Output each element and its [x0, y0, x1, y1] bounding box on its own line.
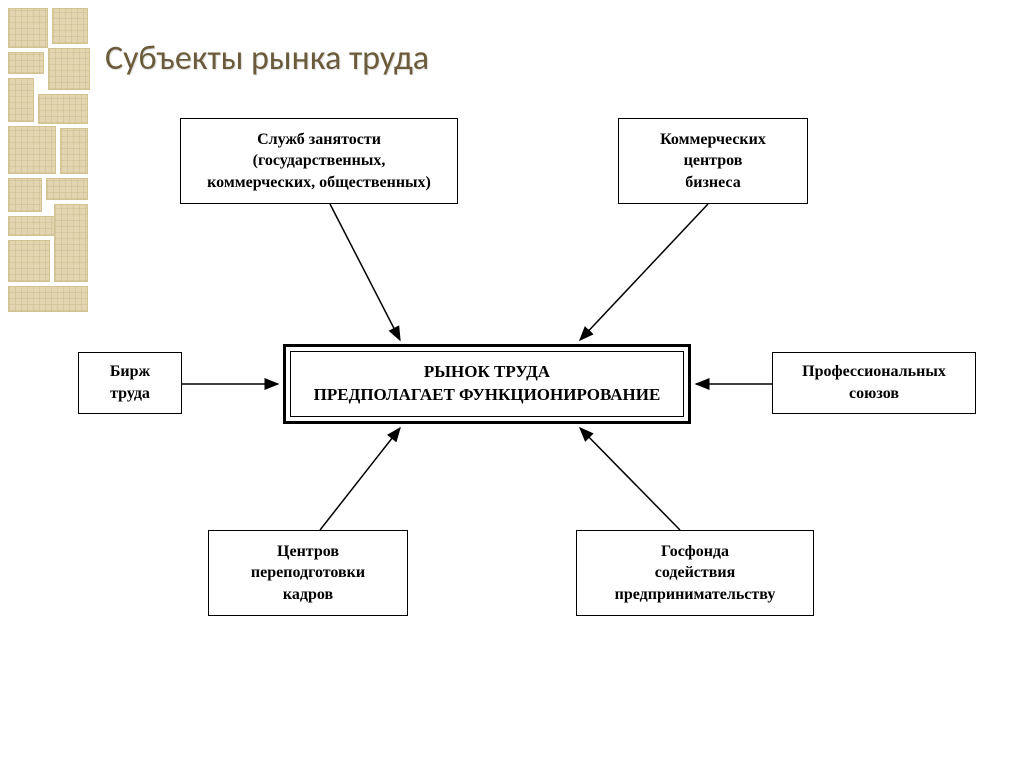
node-line: труда	[110, 383, 150, 405]
node-center-labor-market: РЫНОК ТРУДА ПРЕДПОЛАГАЕТ ФУНКЦИОНИРОВАНИ…	[283, 344, 691, 424]
node-business-centers: Коммерческих центров бизнеса	[618, 118, 808, 204]
node-line: Служб занятости	[257, 129, 381, 151]
node-line: (государственных,	[253, 150, 386, 172]
node-line: Бирж	[110, 361, 150, 383]
node-line: предпринимательству	[615, 584, 776, 606]
node-state-fund: Госфонда содействия предпринимательству	[576, 530, 814, 616]
node-line: переподготовки	[251, 562, 365, 584]
node-line: Профессиональных	[802, 361, 946, 383]
node-line: центров	[684, 150, 743, 172]
node-trade-unions: Профессиональных союзов	[772, 352, 976, 414]
node-line: ПРЕДПОЛАГАЕТ ФУНКЦИОНИРОВАНИЕ	[314, 384, 661, 407]
node-line: Центров	[277, 541, 339, 563]
node-line: союзов	[849, 383, 899, 405]
node-line: кадров	[283, 584, 333, 606]
node-employment-services: Служб занятости (государственных, коммер…	[180, 118, 458, 204]
node-line: содействия	[655, 562, 736, 584]
node-line: коммерческих, общественных)	[207, 172, 431, 194]
diagram-container: Служб занятости (государственных, коммер…	[0, 0, 1024, 767]
node-line: Госфонда	[661, 541, 729, 563]
node-labor-exchanges: Бирж труда	[78, 352, 182, 414]
node-line: РЫНОК ТРУДА	[424, 361, 550, 384]
node-retraining-centers: Центров переподготовки кадров	[208, 530, 408, 616]
node-line: бизнеса	[685, 172, 740, 194]
node-line: Коммерческих	[660, 129, 766, 151]
